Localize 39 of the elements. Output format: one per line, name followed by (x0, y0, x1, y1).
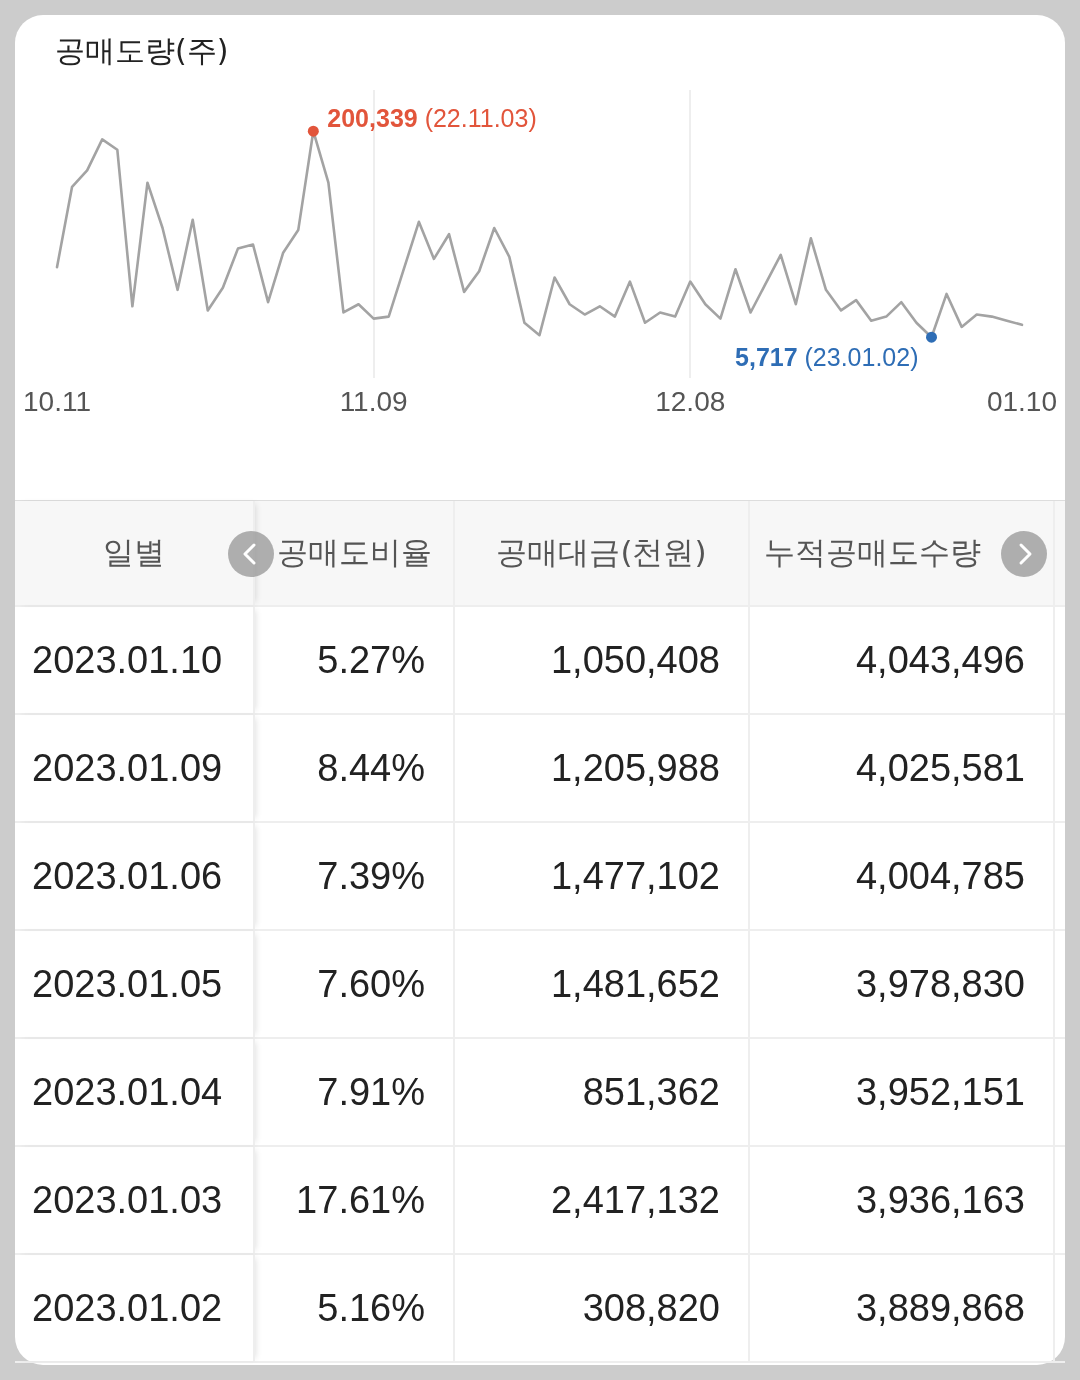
category-label: 2023.01.04 (32, 1070, 223, 1113)
chart-title: 공매도량(주) (55, 32, 229, 70)
text: 851,362 (582, 1070, 720, 1113)
text: 1,477,102 (550, 854, 720, 897)
text: 4,043,496 (855, 638, 1025, 681)
category-label: 2023.01.09 (32, 746, 223, 789)
text: 1,050,408 (550, 638, 720, 681)
x-tick-label: 11.09 (339, 385, 408, 417)
text: 7.60% (317, 962, 425, 1005)
text: 3,952,151 (855, 1070, 1025, 1113)
text: 3,889,868 (855, 1286, 1025, 1329)
text: 1,481,652 (550, 962, 720, 1005)
category-label: 2023.01.05 (32, 962, 223, 1005)
x-tick-label: 10.11 (23, 385, 91, 417)
annotation: 200,339 (22.11.03) (327, 104, 537, 133)
text: 8.44% (317, 746, 425, 789)
text: 3,978,830 (855, 962, 1025, 1005)
text: 1,205,988 (550, 746, 720, 789)
text: 17.61% (296, 1178, 425, 1221)
text: 3,936,163 (855, 1178, 1025, 1221)
text: 4,025,581 (855, 746, 1025, 789)
category-label: 공매대금(천원) (455, 501, 750, 605)
text: 5.16% (317, 1286, 425, 1329)
text: 일별 (15, 501, 255, 605)
text: 5,717 (23.01.02) (735, 343, 919, 372)
text: 2,417,132 (550, 1178, 720, 1221)
x-tick-label: 12.08 (655, 385, 726, 417)
category-label: 2023.01.02 (32, 1286, 223, 1329)
text: 5.27% (317, 638, 425, 681)
text: 308,820 (582, 1286, 720, 1329)
text: 4,004,785 (855, 854, 1025, 897)
text: 7.91% (317, 1070, 425, 1113)
category-label: 2023.01.03 (32, 1178, 223, 1221)
category-label: 2023.01.10 (32, 638, 223, 681)
text: 7.39% (317, 854, 425, 897)
category-label: 누적공매도수량 (750, 501, 1055, 605)
x-tick-label: 01.10 (986, 385, 1057, 417)
category-label: 공매도비율 (255, 501, 455, 605)
category-label: 2023.01.06 (32, 854, 223, 897)
